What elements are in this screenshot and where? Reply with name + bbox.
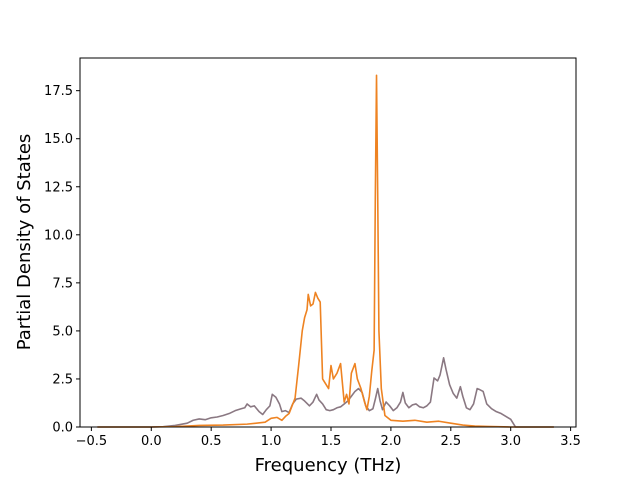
x-axis-ticks: −0.5 0.0 0.5 1.0 1.5 2.0 2.5 3.0 3.5 <box>76 427 581 449</box>
y-axis-label: Partial Density of States <box>14 134 35 351</box>
x-tick-label: 2.0 <box>381 434 402 449</box>
x-tick-label: 1.5 <box>321 434 342 449</box>
y-tick-label: 10.0 <box>44 228 73 243</box>
y-tick-label: 0.0 <box>52 421 73 436</box>
plot-area <box>97 74 554 428</box>
x-tick-label: 3.0 <box>500 434 521 449</box>
series-line-2 <box>97 74 554 428</box>
y-axis-ticks: 0.0 2.5 5.0 7.5 10.0 12.5 15.0 17.5 <box>44 84 80 436</box>
x-tick-label: 1.0 <box>261 434 282 449</box>
axes-frame <box>79 57 577 428</box>
y-tick-label: 17.5 <box>44 84 73 99</box>
x-tick-label: 2.5 <box>440 434 461 449</box>
x-axis-label: Frequency (THz) <box>255 455 402 476</box>
series-line-1 <box>97 357 554 428</box>
y-tick-label: 7.5 <box>52 276 73 291</box>
x-tick-label: −0.5 <box>76 434 108 449</box>
x-tick-label: 3.5 <box>560 434 581 449</box>
y-tick-label: 5.0 <box>52 324 73 339</box>
y-tick-label: 2.5 <box>52 372 73 387</box>
y-tick-label: 12.5 <box>44 180 73 195</box>
y-tick-label: 15.0 <box>44 132 73 147</box>
x-tick-label: 0.0 <box>141 434 162 449</box>
x-tick-label: 0.5 <box>201 434 222 449</box>
